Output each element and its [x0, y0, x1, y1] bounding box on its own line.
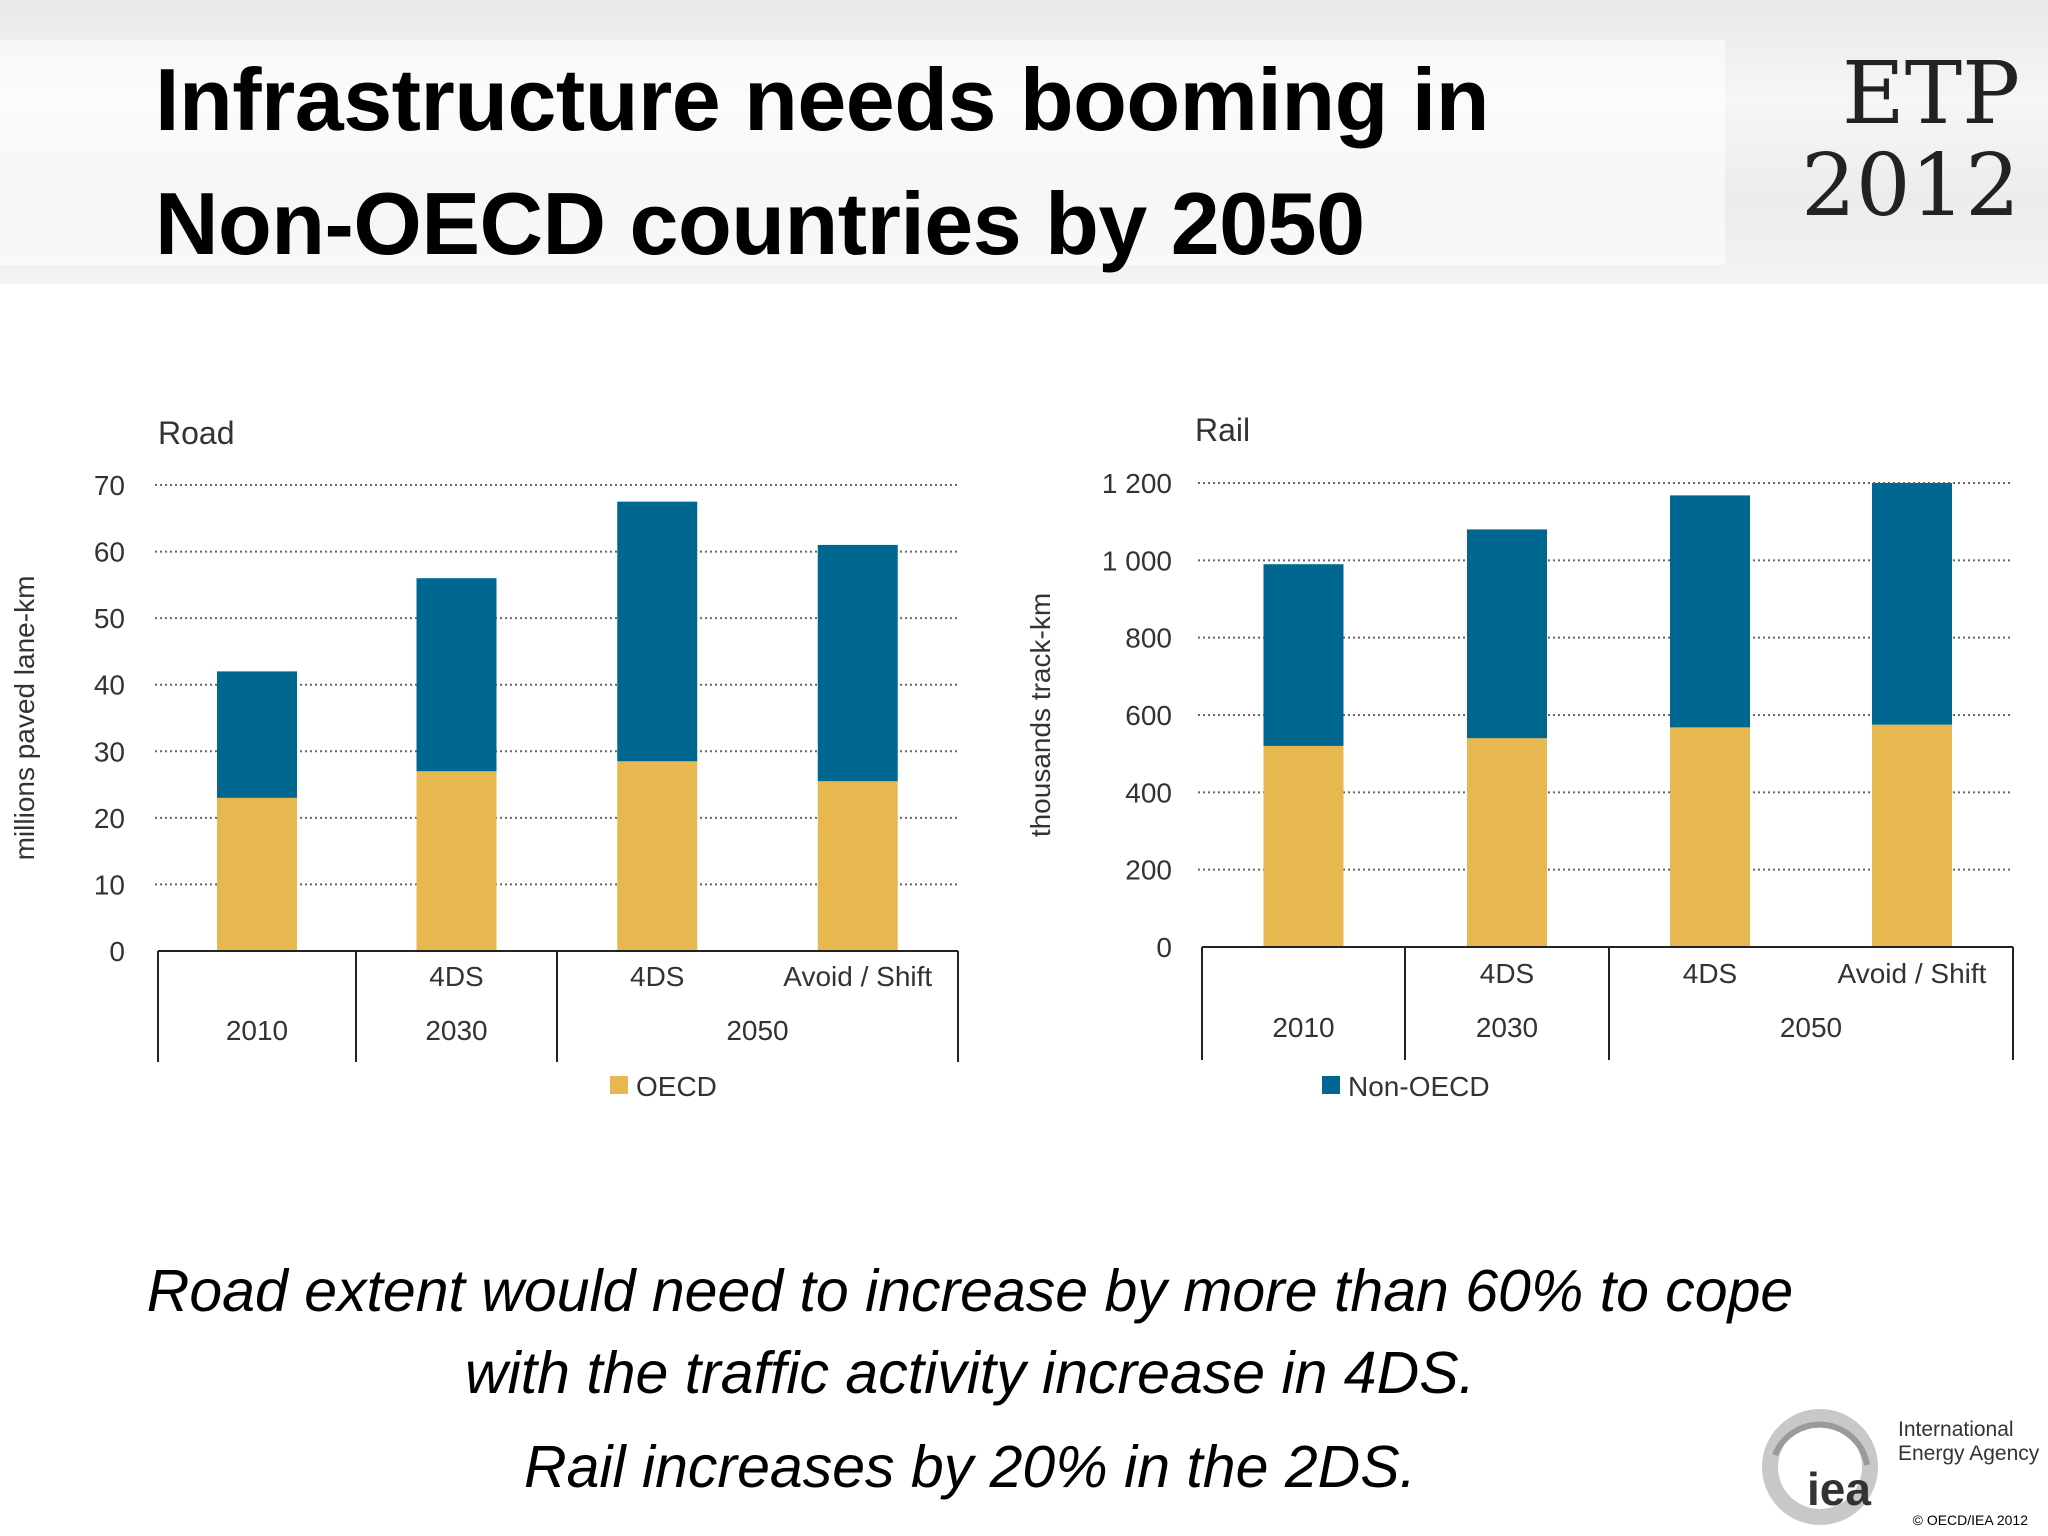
rail-legend-swatch	[1322, 1076, 1340, 1094]
road-y-tick-label: 10	[94, 869, 125, 900]
caption-rail: Rail increases by 20% in the 2DS.	[523, 1434, 1416, 1500]
rail-year-label: 2010	[1272, 1012, 1334, 1043]
road-y-tick-label: 40	[94, 670, 125, 701]
rail-y-tick-label: 1 000	[1102, 545, 1172, 576]
etp-logo-line-1: ETP	[1841, 44, 2020, 144]
road-y-tick-label: 60	[94, 537, 125, 568]
road-year-label: 2050	[726, 1015, 788, 1046]
iea-logo-line-2: Energy Agency	[1898, 1442, 2040, 1465]
slide-title: Infrastructure needs booming in Non-OECD…	[155, 38, 1489, 284]
road-y-tick-label: 30	[94, 736, 125, 767]
title-line-2: Non-OECD countries by 2050	[155, 174, 1365, 273]
rail-bar-non-oecd	[1467, 529, 1547, 739]
rail-y-tick-label: 800	[1125, 623, 1172, 654]
rail-y-tick-label: 0	[1156, 932, 1172, 963]
road-y-tick-label: 50	[94, 603, 125, 634]
etp-logo-line-2: 2012	[1801, 136, 2020, 236]
rail-y-axis-label: thousands track-km	[1025, 593, 1056, 837]
road-bar-oecd	[817, 781, 898, 951]
road-bar-non-oecd	[817, 544, 898, 782]
road-legend-label: OECD	[636, 1071, 717, 1102]
rail-y-tick-label: 200	[1125, 855, 1172, 886]
road-bar-non-oecd	[617, 501, 698, 762]
rail-scenario-label: Avoid / Shift	[1838, 958, 1987, 989]
road-y-tick-label: 20	[94, 803, 125, 834]
road-bar-non-oecd	[416, 578, 497, 772]
road-legend-swatch	[610, 1076, 628, 1094]
slide-header: Infrastructure needs booming in Non-OECD…	[0, 0, 2048, 284]
road-scenario-label: 4DS	[429, 961, 483, 992]
rail-year-label: 2030	[1476, 1012, 1538, 1043]
rail-scenario-label: 4DS	[1480, 958, 1534, 989]
road-scenario-label: Avoid / Shift	[783, 961, 932, 992]
rail-y-tick-label: 1 200	[1102, 468, 1172, 499]
caption-road: Road extent would need to increase by mo…	[60, 1250, 1880, 1414]
rail-bar-non-oecd	[1263, 564, 1344, 746]
title-band	[0, 40, 1725, 265]
rail-bar-oecd	[1872, 724, 1952, 947]
road-y-tick-label: 70	[94, 470, 125, 501]
rail-scenario-label: 4DS	[1683, 958, 1737, 989]
caption-line-2: with the traffic activity increase in 4D…	[465, 1340, 1475, 1406]
etp-2012-logo: ETP 2012	[1770, 48, 2020, 232]
rail-legend-label: Non-OECD	[1348, 1071, 1490, 1102]
road-year-label: 2010	[226, 1015, 288, 1046]
title-line-1: Infrastructure needs booming in	[155, 50, 1489, 149]
road-y-tick-label: 0	[109, 936, 125, 967]
rail-year-label: 2050	[1780, 1012, 1842, 1043]
rail-chart-title: Rail	[1195, 412, 1250, 448]
rail-y-tick-label: 400	[1125, 777, 1172, 808]
iea-logo: iea International Energy Agency	[1762, 1409, 2040, 1525]
rail-bar-oecd	[1263, 745, 1344, 947]
rail-bar-oecd	[1467, 738, 1547, 947]
rail-bar-non-oecd	[1872, 483, 1952, 725]
road-bar-oecd	[617, 761, 698, 951]
rail-y-tick-label: 600	[1125, 700, 1172, 731]
road-bar-oecd	[416, 771, 497, 951]
road-bar-oecd	[217, 797, 297, 951]
road-bar-non-oecd	[217, 671, 297, 798]
rail-bar-oecd	[1670, 727, 1750, 947]
iea-swoosh-logo-icon	[1762, 1409, 1878, 1525]
rail-bar-non-oecd	[1670, 495, 1750, 728]
road-chart-title: Road	[158, 415, 235, 451]
copyright: © OECD/IEA 2012	[1912, 1512, 2028, 1528]
road-y-axis-label: millions paved lane-km	[9, 576, 40, 861]
caption-line-1: Road extent would need to increase by mo…	[146, 1258, 1794, 1324]
iea-logo-short: iea	[1807, 1463, 1871, 1515]
iea-logo-line-1: International	[1898, 1418, 2014, 1441]
road-scenario-label: 4DS	[630, 961, 684, 992]
road-year-label: 2030	[425, 1015, 487, 1046]
